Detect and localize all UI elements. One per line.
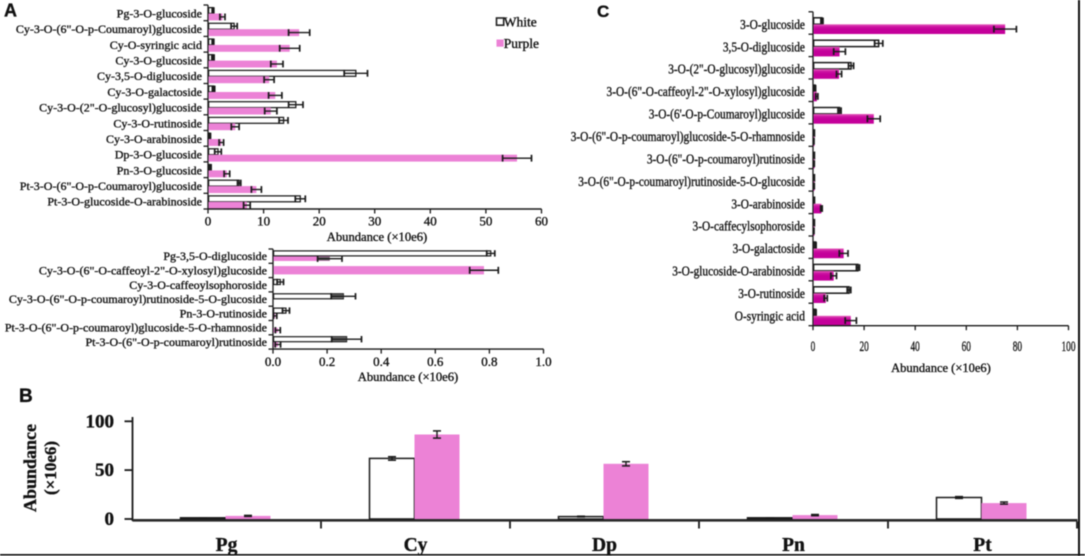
svg-text:Dp-3-O-glucoside: Dp-3-O-glucoside — [115, 148, 202, 162]
svg-text:0.8: 0.8 — [481, 354, 497, 369]
svg-text:3,5-O-diglucoside: 3,5-O-diglucoside — [723, 39, 806, 54]
svg-text:3-O-(6"-O-p-coumaroyl)rutinosi: 3-O-(6"-O-p-coumaroyl)rutinoside — [647, 151, 806, 166]
svg-text:100: 100 — [1062, 338, 1076, 355]
svg-text:3-O-rutinoside: 3-O-rutinoside — [738, 286, 805, 301]
svg-text:Pt-3-O-(6"-O-p-Coumaroyl)gluco: Pt-3-O-(6"-O-p-Coumaroyl)glucoside — [20, 179, 202, 193]
svg-text:Pt-3-O-(6"-O-p-coumaroyl)rutin: Pt-3-O-(6"-O-p-coumaroyl)rutinoside — [85, 335, 267, 349]
svg-text:3-O-glucoside-O-arabinoside: 3-O-glucoside-O-arabinoside — [672, 264, 805, 279]
svg-text:Pg-3,5-O-diglucoside: Pg-3,5-O-diglucoside — [163, 249, 267, 263]
svg-text:100: 100 — [86, 411, 115, 432]
svg-text:3-O-galactoside: 3-O-galactoside — [733, 241, 806, 256]
svg-text:Cy-3-O-(2"-O-glucosyl)glucosid: Cy-3-O-(2"-O-glucosyl)glucoside — [39, 101, 202, 115]
svg-text:Pg-3-O-glucoside: Pg-3-O-glucoside — [117, 6, 202, 20]
svg-text:Cy-3-O-glucoside: Cy-3-O-glucoside — [115, 54, 202, 68]
svg-text:20: 20 — [313, 214, 326, 229]
svg-text:C: C — [597, 2, 609, 21]
svg-text:3-O-caffecylsophoroside: 3-O-caffecylsophoroside — [693, 219, 806, 234]
svg-text:0.6: 0.6 — [427, 354, 444, 369]
svg-text:3-O-(2"-O-glucosyl)glucoside: 3-O-(2"-O-glucosyl)glucoside — [668, 62, 805, 77]
svg-text:50: 50 — [479, 214, 492, 229]
svg-text:3-O-(6"-O-p-coumaroyl)glucosid: 3-O-(6"-O-p-coumaroyl)glucoside-5-O-rham… — [571, 129, 806, 144]
svg-text:Cy-3-O-arabinoside: Cy-3-O-arabinoside — [106, 132, 202, 146]
svg-text:Cy-3-O-caffeoylsophoroside: Cy-3-O-caffeoylsophoroside — [129, 278, 267, 292]
svg-text:0.4: 0.4 — [373, 354, 390, 369]
svg-text:60: 60 — [535, 214, 548, 229]
svg-text:B: B — [19, 386, 33, 407]
svg-text:40: 40 — [911, 338, 920, 355]
svg-text:1.0: 1.0 — [535, 354, 551, 369]
svg-text:3-O-(6'-O-p-Coumaroyl)glucosid: 3-O-(6'-O-p-Coumaroyl)glucoside — [649, 107, 806, 122]
svg-text:0: 0 — [105, 509, 115, 530]
svg-text:Pt-3-O-(6"-O-p-coumaroyl)gluco: Pt-3-O-(6"-O-p-coumaroyl)glucoside-5-O-r… — [5, 321, 267, 335]
svg-text:0.0: 0.0 — [265, 354, 281, 369]
svg-text:Pt-3-O-glucoside-O-arabinoside: Pt-3-O-glucoside-O-arabinoside — [47, 195, 202, 209]
svg-text:3-O-glucoside: 3-O-glucoside — [740, 17, 805, 32]
svg-text:Abundance (×10e6): Abundance (×10e6) — [358, 370, 458, 384]
svg-text:60: 60 — [962, 338, 971, 355]
svg-text:Abundance: Abundance — [20, 424, 40, 512]
svg-text:Cy-O-syringic acid: Cy-O-syringic acid — [110, 38, 202, 52]
svg-text:0: 0 — [205, 214, 212, 229]
svg-text:30: 30 — [368, 214, 381, 229]
svg-text:3-O-(6"-O-p-coumaroyl)rutinosi: 3-O-(6"-O-p-coumaroyl)rutinoside-5-O-glu… — [578, 174, 805, 189]
svg-text:0.2: 0.2 — [319, 354, 335, 369]
svg-text:10: 10 — [257, 214, 270, 229]
svg-text:Pt: Pt — [973, 535, 992, 556]
svg-text:Cy-3-O-galactoside: Cy-3-O-galactoside — [107, 85, 202, 99]
svg-text:Cy-3-O-(6"-O-caffeoyl-2"-O-xyl: Cy-3-O-(6"-O-caffeoyl-2"-O-xylosyl)gluco… — [39, 263, 267, 277]
svg-text:80: 80 — [1013, 338, 1022, 355]
svg-text:Pn-3-O-rutinoside: Pn-3-O-rutinoside — [180, 306, 267, 320]
svg-text:Cy-3-O-rutinoside: Cy-3-O-rutinoside — [113, 116, 202, 130]
svg-text:Pg: Pg — [216, 535, 238, 556]
svg-text:Abundance (×10e6): Abundance (×10e6) — [891, 361, 991, 375]
svg-text:O-syringic acid: O-syringic acid — [735, 308, 806, 323]
svg-text:3-O-(6"-O-caffeoyl-2"-O-xylosy: 3-O-(6"-O-caffeoyl-2"-O-xylosyl)glucosid… — [607, 84, 806, 99]
svg-text:Pn-3-O-glucoside: Pn-3-O-glucoside — [117, 163, 202, 177]
svg-text:Dp: Dp — [592, 535, 617, 556]
svg-text:Abundance (×10e6): Abundance (×10e6) — [327, 230, 427, 244]
svg-text:A: A — [4, 1, 17, 21]
svg-text:White: White — [504, 15, 537, 30]
svg-text:Pn: Pn — [782, 535, 805, 556]
svg-text:3-O-arabinoside: 3-O-arabinoside — [731, 196, 805, 211]
svg-text:Cy-3,5-O-diglucoside: Cy-3,5-O-diglucoside — [97, 69, 202, 83]
svg-text:Purple: Purple — [504, 36, 539, 51]
svg-text:Cy-3-O-(6"-O-p-coumaroyl)rutin: Cy-3-O-(6"-O-p-coumaroyl)rutinoside-5-O-… — [9, 292, 267, 306]
svg-text:Cy: Cy — [404, 535, 428, 556]
svg-text:Cy-3-O-(6"-O-p-Coumaroyl)gluco: Cy-3-O-(6"-O-p-Coumaroyl)glucoside — [16, 22, 202, 36]
svg-text:20: 20 — [859, 338, 868, 355]
svg-text:50: 50 — [95, 460, 114, 481]
svg-text:(×10e6): (×10e6) — [41, 441, 60, 495]
svg-text:0: 0 — [811, 338, 816, 355]
svg-text:40: 40 — [424, 214, 437, 229]
